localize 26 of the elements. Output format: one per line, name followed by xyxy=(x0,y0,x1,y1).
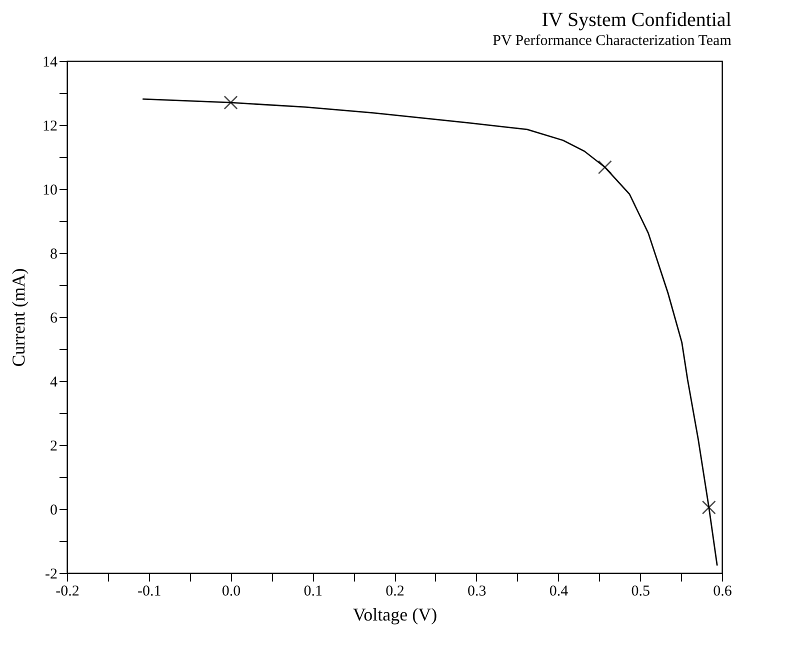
chart-subtitle: PV Performance Characterization Team xyxy=(492,33,732,49)
point xyxy=(224,96,238,110)
y-tick-label: 10 xyxy=(42,182,58,198)
x-tick-label: 0.3 xyxy=(468,584,486,600)
x-axis-title: Voltage (V) xyxy=(352,604,438,624)
point xyxy=(598,160,612,174)
x-tick-label: 0.1 xyxy=(304,584,322,600)
y-tick-label: 4 xyxy=(50,374,58,390)
line-series xyxy=(142,98,718,566)
y-tick-label: 2 xyxy=(50,438,58,454)
x-tick-label: 0.5 xyxy=(631,584,650,600)
chart-title: IV System Confidential xyxy=(542,9,732,31)
y-tick-label: -2 xyxy=(45,566,58,582)
x-tick-label: 0.4 xyxy=(549,584,569,600)
y-tick-label: 12 xyxy=(42,118,58,134)
x-tick-label: -0.1 xyxy=(138,584,162,600)
y-tick-label: 0 xyxy=(50,502,58,518)
x-tick-label: 0.6 xyxy=(713,584,732,600)
y-tick-label: 14 xyxy=(42,54,58,70)
point xyxy=(702,500,716,514)
y-tick-label: 8 xyxy=(50,246,58,262)
y-axis-title: Current (mA) xyxy=(8,268,28,367)
x-tick-label: 0.0 xyxy=(222,584,241,600)
y-tick-label: 6 xyxy=(50,310,58,326)
x-tick-label: -0.2 xyxy=(56,584,80,600)
x-tick-label: 0.2 xyxy=(386,584,404,600)
